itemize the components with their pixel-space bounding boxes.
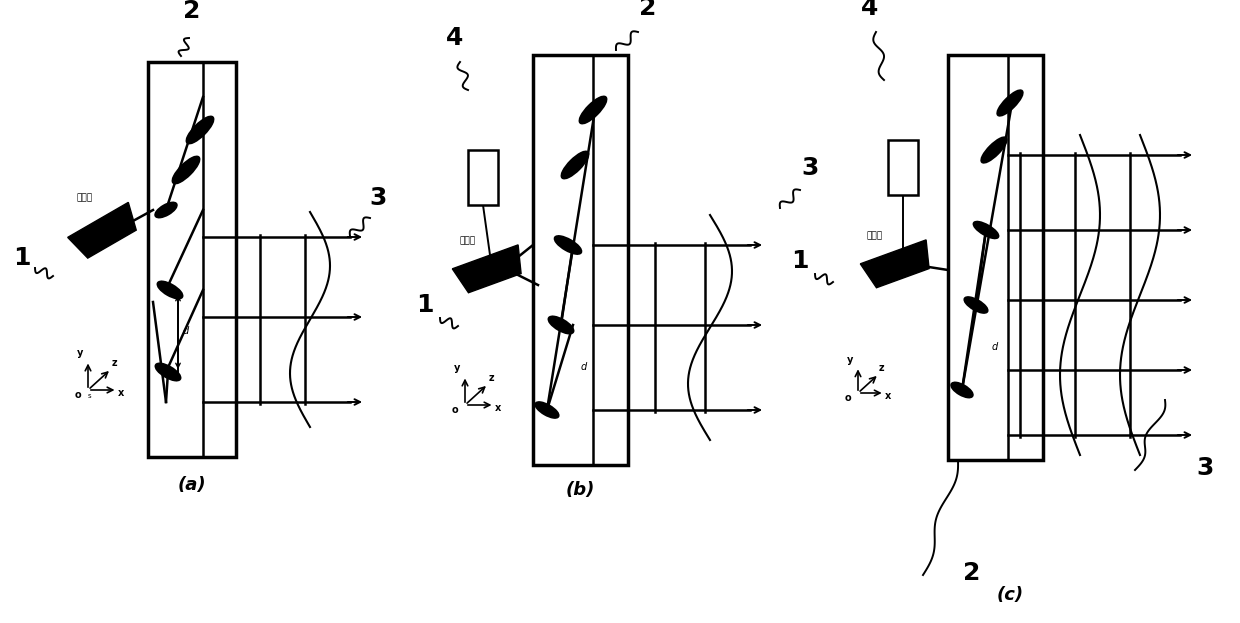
Text: x: x <box>495 403 501 413</box>
Text: 2: 2 <box>963 561 981 585</box>
Text: z: z <box>112 358 117 368</box>
Ellipse shape <box>973 222 998 238</box>
Text: 1: 1 <box>417 293 434 317</box>
Bar <box>148 62 236 457</box>
Text: x: x <box>118 388 124 398</box>
Text: 1: 1 <box>791 249 808 273</box>
Text: y: y <box>77 348 83 358</box>
Bar <box>533 55 627 465</box>
Ellipse shape <box>579 97 606 123</box>
Text: 激光源: 激光源 <box>77 193 93 202</box>
Polygon shape <box>453 245 521 293</box>
Ellipse shape <box>536 402 558 418</box>
Ellipse shape <box>562 151 589 178</box>
Ellipse shape <box>981 137 1007 163</box>
Text: 3: 3 <box>370 186 387 210</box>
Ellipse shape <box>186 117 213 143</box>
Ellipse shape <box>965 297 987 313</box>
Text: 激光源: 激光源 <box>460 236 476 245</box>
Text: 3: 3 <box>1197 456 1214 480</box>
Polygon shape <box>68 202 136 258</box>
Text: 2: 2 <box>640 0 657 20</box>
Ellipse shape <box>157 282 182 298</box>
Text: 激光源: 激光源 <box>867 231 883 240</box>
Ellipse shape <box>554 236 582 254</box>
Ellipse shape <box>548 316 573 333</box>
Text: z: z <box>879 363 884 373</box>
Bar <box>467 150 498 205</box>
Text: y: y <box>847 354 853 364</box>
Text: z: z <box>489 373 494 383</box>
Text: (b): (b) <box>565 481 595 499</box>
Text: 4: 4 <box>862 0 879 20</box>
Text: 2: 2 <box>184 0 201 23</box>
Ellipse shape <box>155 202 176 217</box>
Text: x: x <box>884 391 890 401</box>
Text: d: d <box>582 362 588 372</box>
Ellipse shape <box>951 383 972 397</box>
Text: d: d <box>992 342 998 352</box>
Text: (a): (a) <box>177 476 206 494</box>
Bar <box>888 140 918 195</box>
Text: (c): (c) <box>997 586 1023 604</box>
Ellipse shape <box>997 90 1023 116</box>
Text: 4: 4 <box>446 26 464 50</box>
Text: y: y <box>454 363 460 373</box>
Ellipse shape <box>172 156 200 183</box>
Text: o: o <box>74 390 82 400</box>
Polygon shape <box>861 240 929 288</box>
Text: o: o <box>844 393 852 403</box>
Text: 3: 3 <box>801 156 818 180</box>
Text: 1: 1 <box>14 246 31 270</box>
Ellipse shape <box>155 364 181 381</box>
Text: o: o <box>451 405 459 415</box>
Text: s: s <box>88 393 92 399</box>
Bar <box>949 55 1043 460</box>
Text: d: d <box>184 326 190 336</box>
